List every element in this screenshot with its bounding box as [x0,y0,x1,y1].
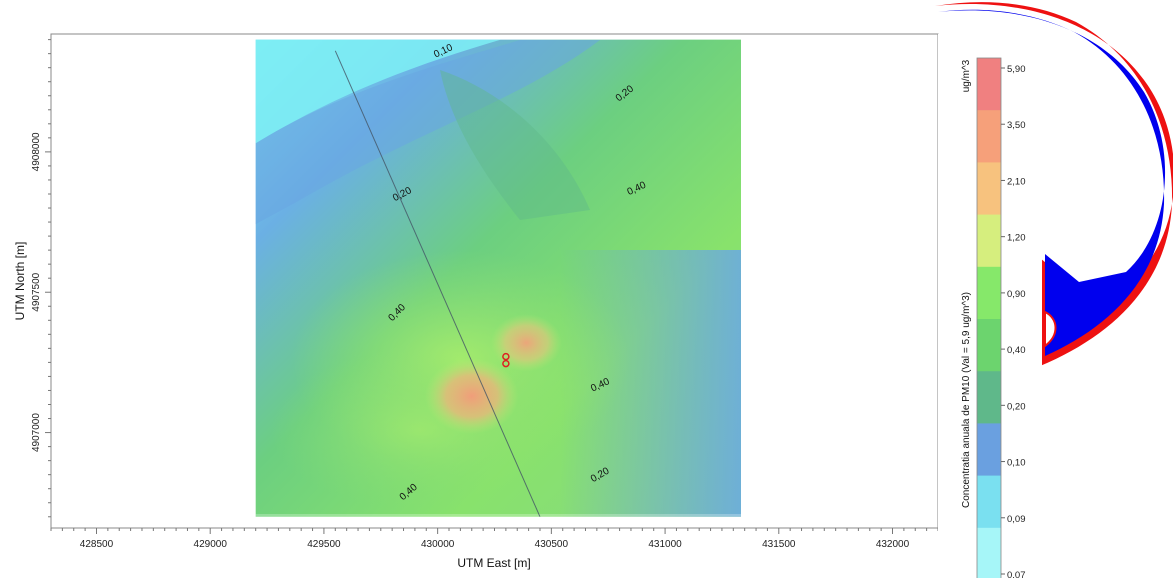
colorbar-label: 3,50 [1007,120,1026,131]
colorbar-swatch [977,527,1001,578]
colorbar-swatch [977,162,1001,216]
colorbar-labels: 5,90 3,50 2,10 1,20 0,90 0,40 0,20 0,10 0,09 0,07 [1001,64,1026,578]
colorbar-swatch [977,58,1001,111]
x-tick-label: 430500 [535,539,569,550]
field-mid-green [440,70,590,220]
x-tick-label: 432000 [876,539,910,550]
field-edge-fade [255,514,741,517]
colorbar-border [976,57,1002,578]
concentration-field [255,39,741,517]
y-tick-label: 4908000 [31,132,42,171]
field-north-blue [255,40,600,225]
x-tick-label: 429500 [307,539,341,550]
colorbar-swatch [977,423,1001,477]
hotspot [424,358,519,434]
emission-source-marker[interactable] [502,352,510,368]
y-axis-title: UTM North [m] [13,242,27,321]
field-bright-zone-south [270,350,570,510]
x-tick-label: 428500 [80,539,114,550]
colorbar-label: 0,09 [1007,514,1026,525]
y-axis: 4907000 4907500 4908000 [31,39,51,518]
colorbar-label: 1,20 [1007,233,1026,244]
colorbar-swatch [977,475,1001,529]
horseshoe-body [938,9,1166,357]
colorbar-swatch [977,371,1001,424]
colorbar: 5,90 3,50 2,10 1,20 0,90 0,40 0,20 0,10 0,09 0,07… [938,34,1042,578]
colorbar-label: 0,10 [1007,458,1026,469]
horseshoe-logo [935,2,1173,366]
x-tick-label: 430000 [421,539,455,550]
colorbar-swatch [977,110,1001,163]
x-tick-label: 429000 [194,539,228,550]
x-tick-label: 431000 [648,539,682,550]
source-marker-bottom [502,359,510,368]
colorbar-swatch [977,214,1001,268]
colorbar-title: Concentratia anuala de PM10 (Val = 5,9 u… [961,292,972,508]
colorbar-swatches [976,57,1002,578]
x-tick-label: 431500 [762,539,796,550]
colorbar-label: 0,40 [1007,345,1026,356]
colorbar-label: 2,10 [1007,176,1026,187]
x-axis-title: UTM East [m] [457,556,530,570]
colorbar-unit: ug/m^3 [961,59,972,92]
x-axis: 428500 429000 429500 430000 430500 431000 4315… [50,528,939,550]
y-tick-label: 4907000 [31,413,42,452]
dispersion-axis [334,50,541,517]
colorbar-swatch [977,266,1001,320]
field-north-cyan [255,39,501,144]
hotspot [490,314,562,372]
colorbar-label: 5,90 [1007,64,1026,75]
colorbar-label: 0,20 [1007,401,1026,412]
y-tick-label: 4907500 [31,272,42,311]
colorbar-label: 0,07 [1007,570,1026,578]
dispersion-line [334,50,541,517]
source-marker-top [502,352,510,361]
colorbar-label: 0,90 [1007,289,1026,300]
colorbar-swatch [977,319,1001,372]
horseshoe-notch [1044,310,1057,348]
